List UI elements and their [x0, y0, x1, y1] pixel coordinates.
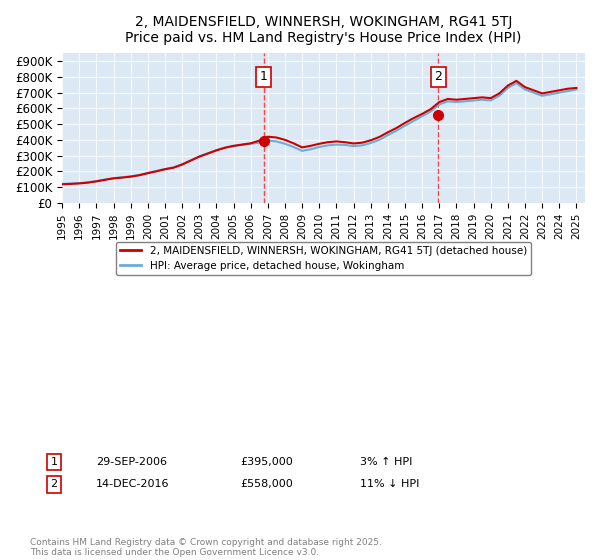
Legend: 2, MAIDENSFIELD, WINNERSH, WOKINGHAM, RG41 5TJ (detached house), HPI: Average pr: 2, MAIDENSFIELD, WINNERSH, WOKINGHAM, RG… — [116, 242, 531, 276]
Text: Contains HM Land Registry data © Crown copyright and database right 2025.
This d: Contains HM Land Registry data © Crown c… — [30, 538, 382, 557]
Text: £558,000: £558,000 — [240, 479, 293, 489]
Text: 2: 2 — [434, 71, 442, 83]
Text: 11% ↓ HPI: 11% ↓ HPI — [360, 479, 419, 489]
Title: 2, MAIDENSFIELD, WINNERSH, WOKINGHAM, RG41 5TJ
Price paid vs. HM Land Registry's: 2, MAIDENSFIELD, WINNERSH, WOKINGHAM, RG… — [125, 15, 522, 45]
Text: 3% ↑ HPI: 3% ↑ HPI — [360, 457, 412, 467]
Text: £395,000: £395,000 — [240, 457, 293, 467]
Text: 1: 1 — [50, 457, 58, 467]
Text: 1: 1 — [260, 71, 268, 83]
Text: 14-DEC-2016: 14-DEC-2016 — [96, 479, 170, 489]
Text: 29-SEP-2006: 29-SEP-2006 — [96, 457, 167, 467]
Text: 2: 2 — [50, 479, 58, 489]
